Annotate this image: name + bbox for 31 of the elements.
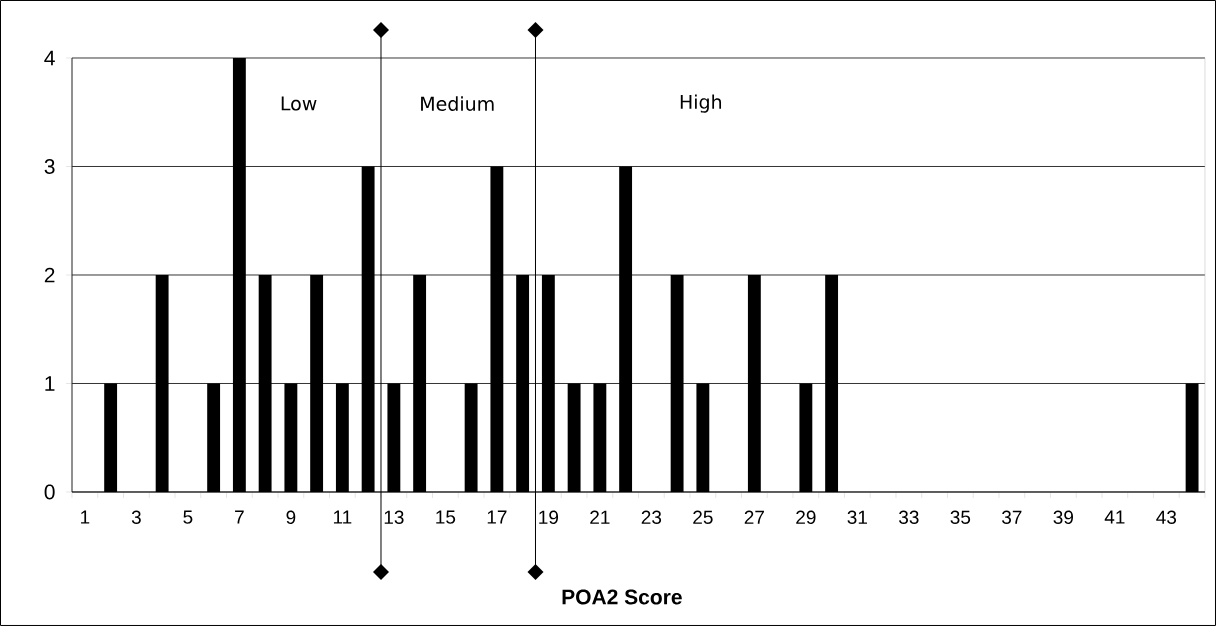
x-tick-label: 31 xyxy=(847,510,867,524)
x-tick-label: 21 xyxy=(590,510,610,524)
x-tick-label: 39 xyxy=(1053,510,1073,524)
x-tick-label: 35 xyxy=(950,510,971,524)
y-tick-label: 3 xyxy=(44,159,55,174)
x-tick-label: 41 xyxy=(1104,510,1125,524)
x-tick-label: 11 xyxy=(333,510,352,524)
x-tick-label: 37 xyxy=(1002,510,1022,524)
annotation: Medium xyxy=(421,96,494,111)
x-axis-title: POA2 Score xyxy=(562,589,682,605)
x-tick-label: 43 xyxy=(1156,510,1177,524)
x-tick-label: 5 xyxy=(183,510,193,524)
x-tick-label: 15 xyxy=(436,510,456,524)
x-tick-label: 27 xyxy=(744,510,764,524)
x-tick-label: 33 xyxy=(899,510,919,524)
x-tick-label: 3 xyxy=(131,510,141,524)
x-tick-label: 17 xyxy=(487,510,507,524)
annotation: Low xyxy=(281,96,317,111)
x-tick-label: 19 xyxy=(539,510,559,524)
y-tick-label: 0 xyxy=(44,484,55,500)
x-tick-label: 25 xyxy=(693,510,713,524)
x-tick-label: 23 xyxy=(641,510,662,524)
x-tick-label: 1 xyxy=(81,510,90,524)
x-tick-label: 13 xyxy=(384,510,404,524)
y-tick-label: 1 xyxy=(45,376,55,391)
x-tick-label: 29 xyxy=(796,510,816,524)
x-tick-label: 7 xyxy=(235,510,244,524)
annotation: High xyxy=(680,94,722,113)
x-tick-label: 9 xyxy=(286,510,296,524)
y-tick-label: 2 xyxy=(44,267,55,283)
y-tick-label: 4 xyxy=(44,50,55,66)
